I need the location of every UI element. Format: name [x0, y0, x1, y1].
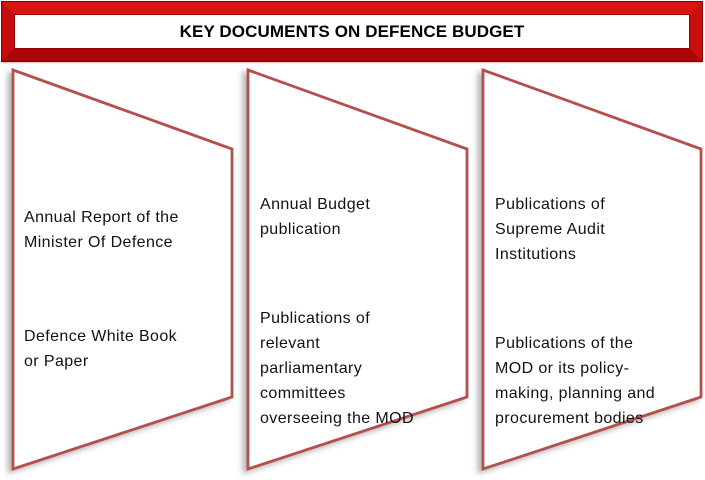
title-banner: KEY DOCUMENTS ON DEFENCE BUDGET	[1, 1, 703, 62]
panel-1-item-2: Defence White Book or Paper	[24, 328, 178, 370]
panel-3-item-1: Publications of Supreme Audit Institutio…	[495, 196, 606, 263]
panel-2-shape	[246, 68, 469, 471]
panel-1-shape	[11, 68, 234, 471]
panel-2-content: Annual Budget publication Publications o…	[260, 167, 460, 456]
page-title: KEY DOCUMENTS ON DEFENCE BUDGET	[179, 21, 525, 41]
panel-3-item-2: Publications of the MOD or its policy- m…	[495, 335, 656, 427]
panel-1-content: Annual Report of the Minister Of Defence…	[24, 180, 224, 399]
panel-3-content: Publications of Supreme Audit Institutio…	[495, 167, 695, 456]
panel-3-shape	[481, 68, 703, 471]
panel-1-item-1: Annual Report of the Minister Of Defence	[24, 209, 179, 251]
panel-2-item-2: Publications of relevant parliamentary c…	[260, 310, 414, 427]
panel-2-item-1: Annual Budget publication	[260, 196, 371, 238]
